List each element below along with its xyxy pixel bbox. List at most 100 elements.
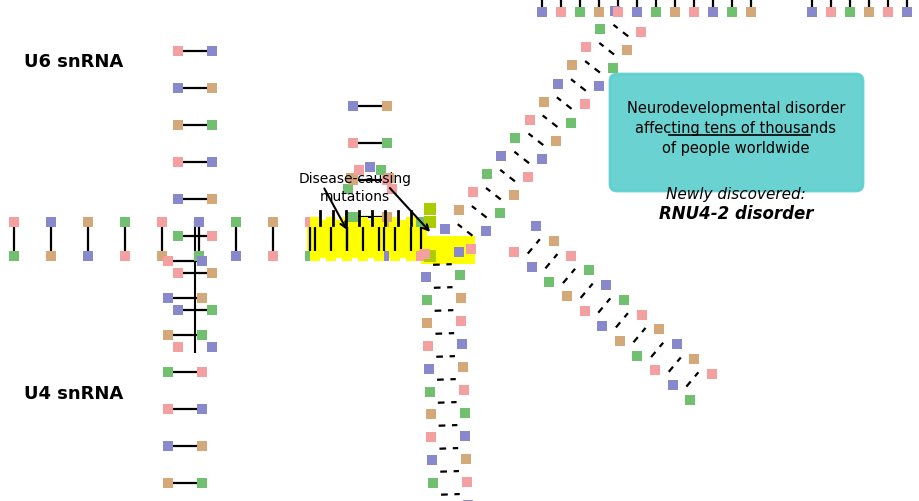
Bar [424, 250, 436, 263]
Bar [415, 217, 425, 227]
Bar [596, 321, 607, 331]
Bar [383, 174, 393, 184]
Bar [453, 248, 463, 258]
Bar [421, 295, 431, 305]
Bar [460, 431, 470, 441]
Bar [207, 84, 217, 94]
Bar [207, 47, 217, 57]
Bar [342, 252, 352, 262]
Bar [688, 354, 698, 364]
Bar [346, 174, 356, 184]
Bar [194, 252, 204, 262]
Bar [405, 217, 415, 227]
Bar [462, 500, 472, 501]
Bar [621, 46, 631, 56]
Bar [461, 477, 471, 487]
Bar [163, 257, 173, 267]
Bar [163, 330, 173, 340]
Bar [379, 217, 389, 227]
Bar [508, 247, 518, 258]
Text: Neurodevelopmental disorder: Neurodevelopmental disorder [626, 101, 845, 116]
Bar [267, 252, 278, 262]
Bar [197, 404, 207, 414]
Bar [310, 252, 320, 262]
Bar [173, 306, 183, 315]
Bar [305, 217, 314, 227]
Bar [347, 176, 357, 186]
Bar [495, 152, 505, 162]
Bar [207, 306, 217, 315]
Bar [609, 7, 618, 17]
Bar [173, 269, 183, 279]
Text: affecting tens of thousands: affecting tens of thousands [635, 121, 835, 136]
Bar [579, 307, 589, 317]
Bar [584, 266, 593, 276]
Bar [365, 163, 375, 173]
Bar [379, 252, 389, 262]
Bar [157, 252, 167, 262]
Bar [173, 121, 183, 131]
Bar [555, 9, 565, 19]
Bar [594, 9, 604, 19]
Bar [845, 9, 854, 19]
Bar [267, 217, 278, 227]
Bar [651, 9, 661, 19]
Bar [173, 342, 183, 352]
Bar [510, 134, 520, 144]
Bar [523, 173, 532, 182]
Bar [422, 318, 432, 328]
Bar [530, 221, 540, 231]
Bar [197, 441, 207, 451]
Bar [173, 47, 183, 57]
FancyBboxPatch shape [421, 236, 474, 265]
Bar [612, 9, 622, 19]
Bar [342, 252, 352, 262]
Bar [163, 441, 173, 451]
Bar [669, 9, 679, 19]
Bar [671, 340, 681, 350]
Bar [207, 231, 217, 241]
Bar [708, 9, 718, 19]
Bar [423, 341, 433, 351]
Bar [305, 252, 314, 262]
FancyBboxPatch shape [609, 75, 862, 191]
Bar [460, 408, 469, 418]
Bar [325, 217, 335, 227]
Bar [726, 9, 736, 19]
Bar [424, 203, 436, 215]
Bar [426, 433, 436, 442]
Bar [539, 98, 548, 107]
Bar [456, 317, 466, 327]
Bar [197, 330, 207, 340]
Bar [453, 206, 463, 216]
Bar [119, 252, 130, 262]
Bar [376, 166, 386, 175]
Bar [207, 121, 217, 131]
Bar [357, 252, 368, 262]
Bar [562, 292, 572, 302]
Bar [707, 369, 716, 379]
Bar [601, 281, 611, 291]
Bar [424, 364, 434, 374]
Bar [163, 294, 173, 304]
Bar [197, 294, 207, 304]
Bar [607, 64, 618, 74]
Bar [579, 100, 589, 110]
Bar [882, 9, 892, 19]
Text: U6 snRNA: U6 snRNA [24, 53, 123, 71]
Bar [427, 478, 437, 488]
Bar [381, 102, 391, 112]
Bar [173, 194, 183, 204]
Bar [508, 191, 518, 201]
Bar [310, 217, 320, 227]
Text: of people worldwide: of people worldwide [662, 141, 809, 156]
Bar [83, 252, 93, 262]
Bar [552, 79, 562, 89]
Bar [173, 231, 183, 241]
Bar [425, 387, 435, 397]
Bar [83, 217, 93, 227]
Bar [9, 252, 19, 262]
Bar [9, 217, 19, 227]
FancyBboxPatch shape [307, 220, 426, 259]
Bar [581, 43, 591, 53]
